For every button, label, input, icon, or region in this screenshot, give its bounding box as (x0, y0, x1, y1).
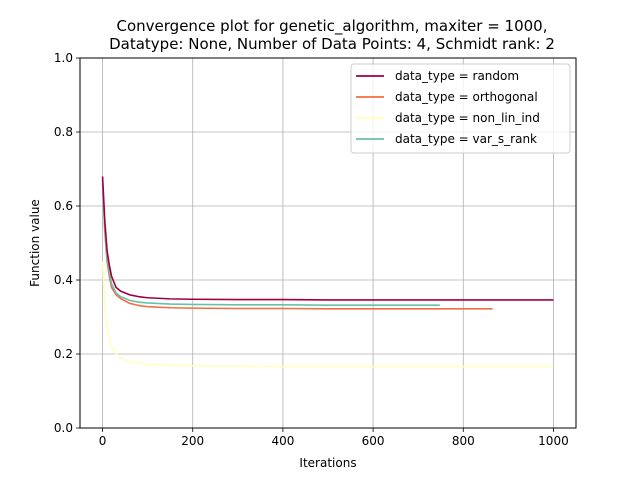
y-tick-label: 0.0 (54, 421, 73, 435)
series-lines (101, 176, 554, 368)
y-tick-label: 1.0 (54, 51, 73, 65)
y-tick-label: 0.4 (54, 273, 73, 287)
legend-entry-label: data_type = var_s_rank (395, 132, 537, 146)
x-tick-label: 1000 (538, 434, 569, 448)
series-line-0 (101, 176, 554, 301)
chart-title-line1: Convergence plot for genetic_algorithm, … (117, 17, 548, 36)
legend-entry-label: data_type = non_lin_ind (395, 111, 540, 125)
legend-box (350, 63, 571, 154)
series-line-3 (101, 183, 440, 306)
y-tick-label: 0.6 (54, 199, 73, 213)
x-tick-label: 200 (181, 434, 204, 448)
y-tick-label: 0.8 (54, 125, 73, 139)
chart-title-line2: Datatype: None, Number of Data Points: 4… (109, 35, 555, 53)
series-line-1 (101, 180, 493, 310)
x-axis-ticks: 0 200 400 600 800 1000 (99, 428, 569, 448)
y-tick-label: 0.2 (54, 347, 73, 361)
x-tick-label: 400 (271, 434, 294, 448)
legend-entry-label: data_type = random (395, 69, 519, 83)
plot-area-frame (79, 57, 577, 429)
x-axis-label: Iterations (299, 456, 356, 470)
legend-entry-label: data_type = orthogonal (395, 90, 538, 104)
x-tick-label: 800 (452, 434, 475, 448)
legend: data_type = random data_type = orthogonal… (350, 63, 571, 154)
x-tick-label: 0 (99, 434, 107, 448)
series-line-2 (101, 261, 554, 368)
y-axis-label: Function value (28, 199, 42, 287)
y-axis-ticks: 0.0 0.2 0.4 0.6 0.8 1.0 (54, 51, 80, 435)
x-tick-label: 600 (362, 434, 385, 448)
